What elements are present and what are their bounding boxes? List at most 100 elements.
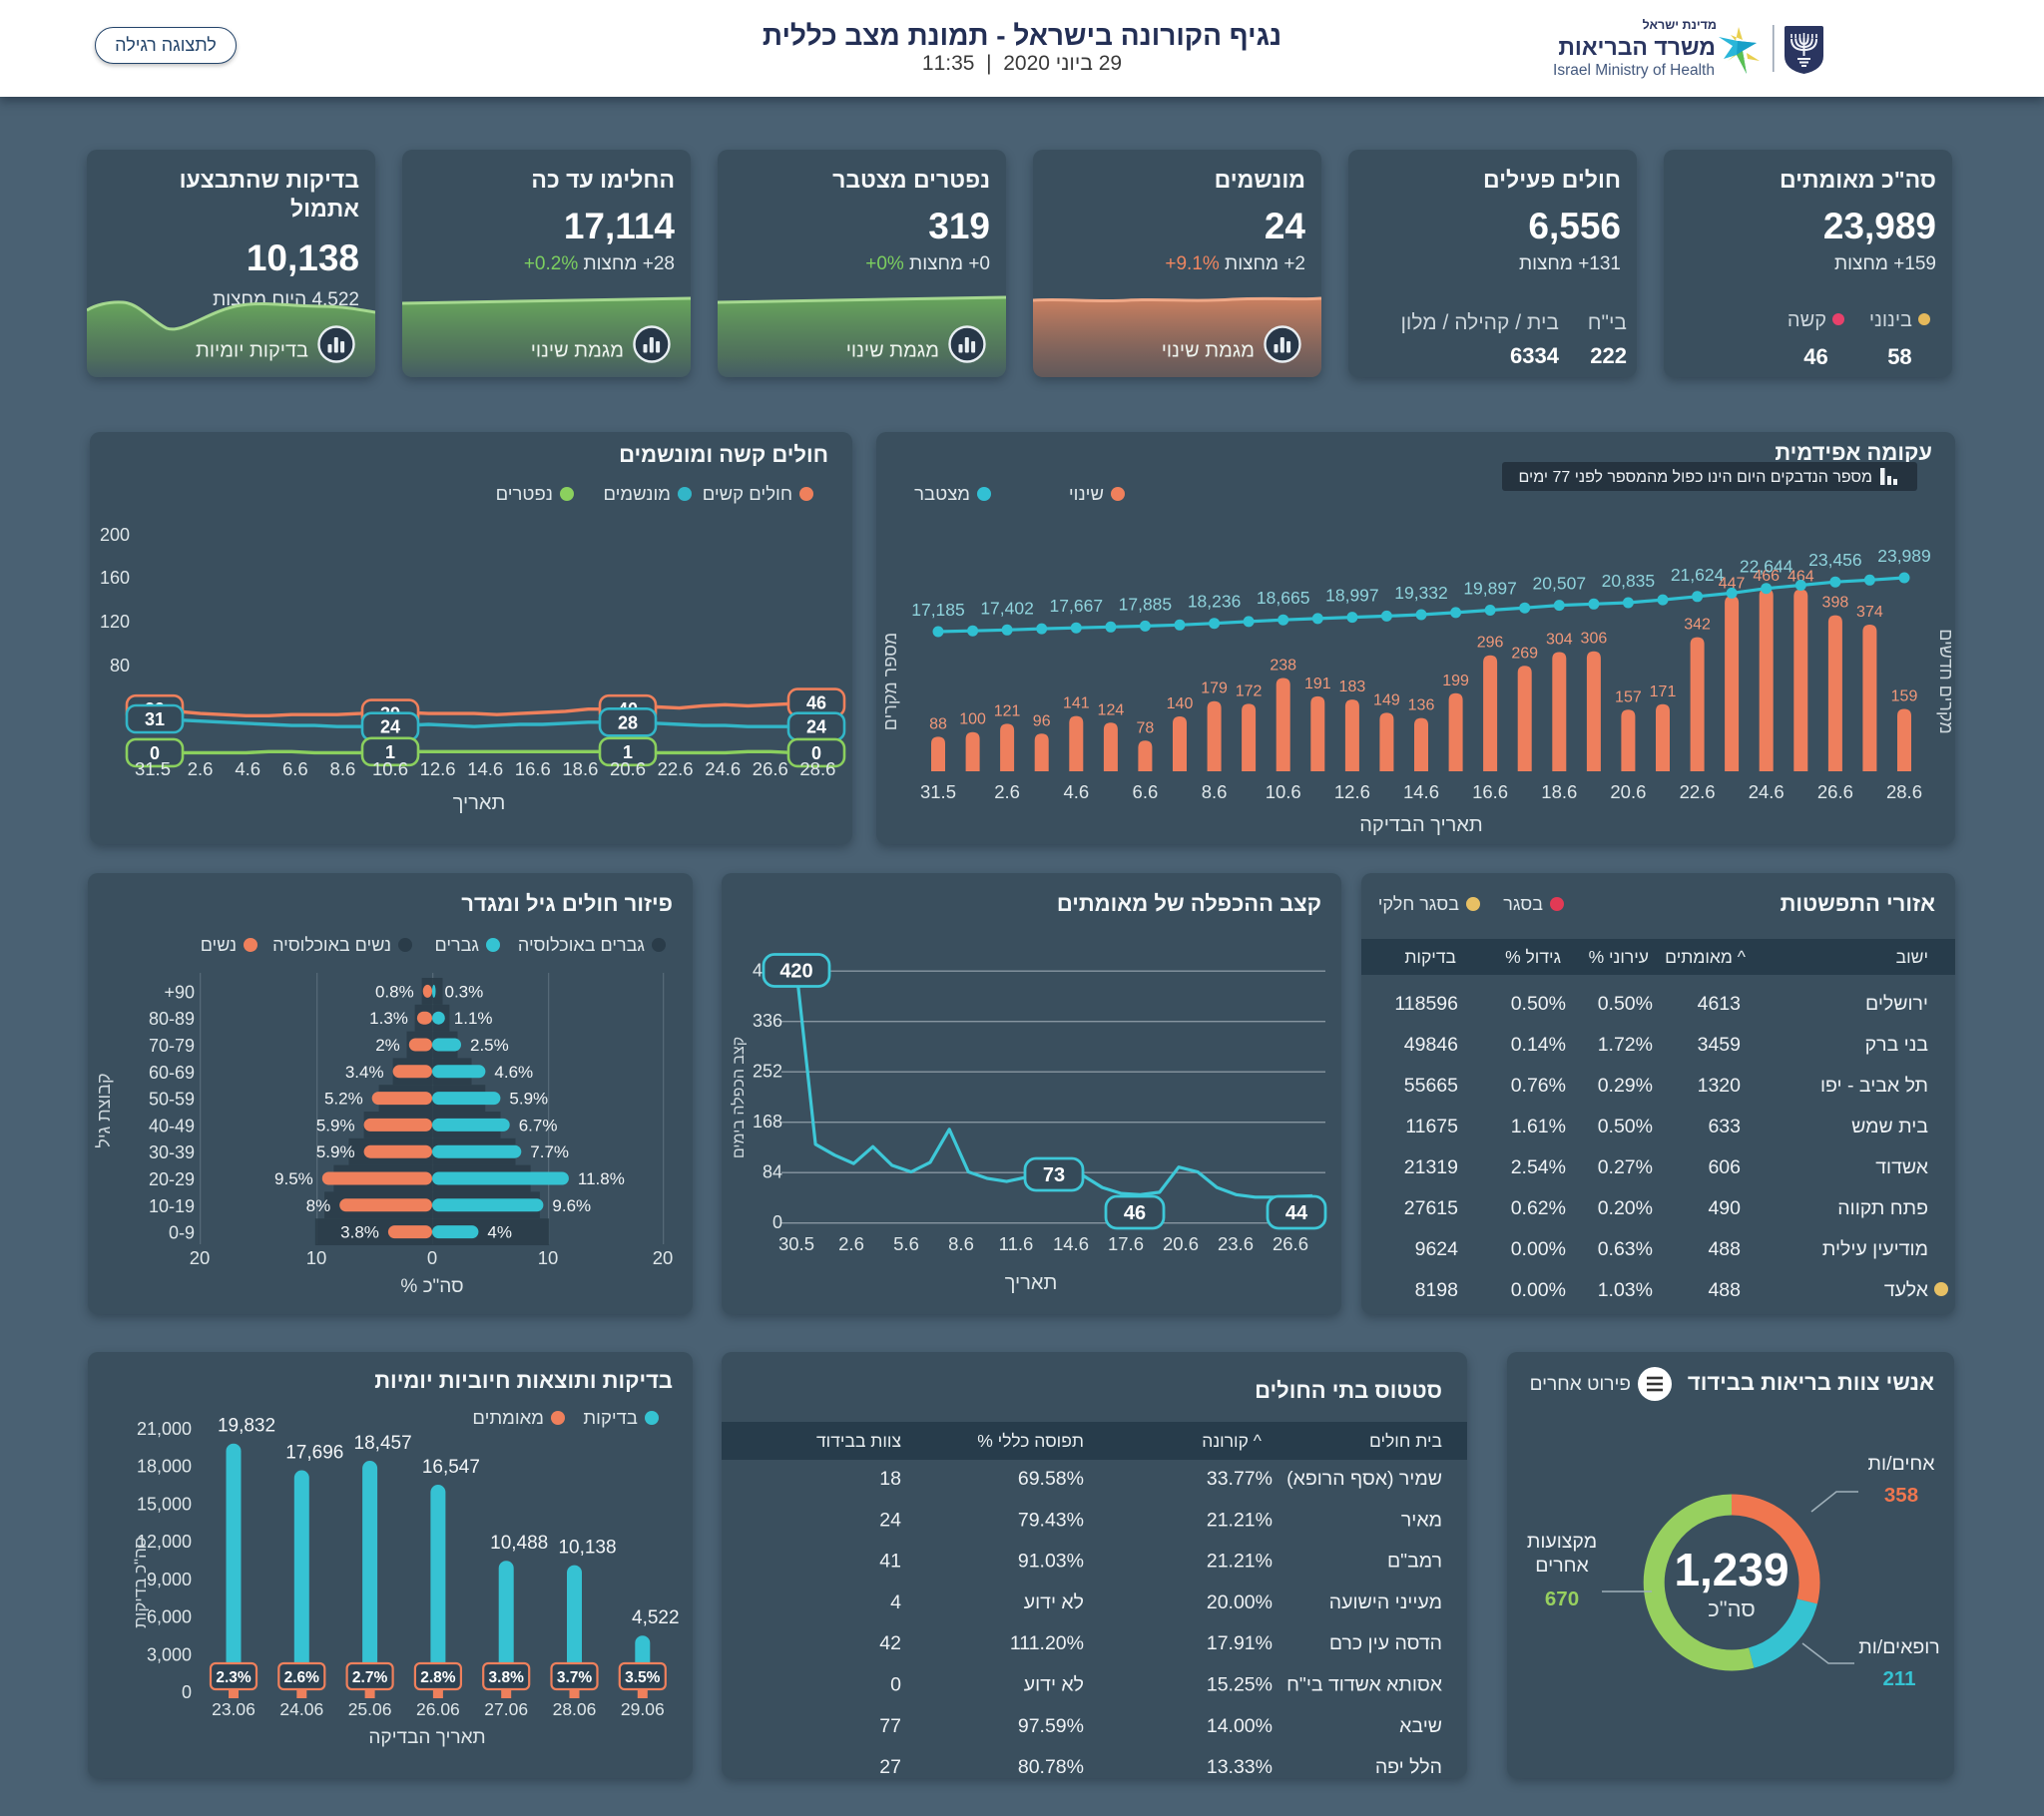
svg-text:88: 88 bbox=[929, 715, 947, 732]
svg-text:מדינת ישראל: מדינת ישראל bbox=[1643, 18, 1717, 32]
svg-text:168: 168 bbox=[753, 1112, 782, 1132]
svg-text:תאריך הבדיקה: תאריך הבדיקה bbox=[368, 1727, 485, 1748]
svg-text:5.9%: 5.9% bbox=[316, 1142, 355, 1161]
svg-text:קורונה ^: קורונה ^ bbox=[1202, 1431, 1263, 1451]
svg-text:תאריך הבדיקה: תאריך הבדיקה bbox=[1359, 814, 1483, 836]
svg-text:0: 0 bbox=[890, 1674, 901, 1696]
svg-text:358: 358 bbox=[1884, 1484, 1918, 1507]
svg-text:488: 488 bbox=[1708, 1279, 1741, 1301]
svg-text:בית שמש: בית שמש bbox=[1851, 1116, 1928, 1137]
svg-text:6.6: 6.6 bbox=[1133, 781, 1159, 802]
svg-text:24.06: 24.06 bbox=[279, 1699, 323, 1719]
svg-text:1320: 1320 bbox=[1698, 1075, 1742, 1097]
svg-text:1: 1 bbox=[623, 742, 633, 762]
svg-text:0.62%: 0.62% bbox=[1511, 1197, 1566, 1219]
svg-text:שיבא: שיבא bbox=[1399, 1715, 1442, 1737]
svg-text:9624: 9624 bbox=[1415, 1238, 1459, 1260]
svg-text:6.6: 6.6 bbox=[282, 758, 308, 779]
svg-text:שמיר (אסף הרופא): שמיר (אסף הרופא) bbox=[1286, 1468, 1442, 1490]
svg-text:149: 149 bbox=[1373, 691, 1400, 708]
svg-text:0: 0 bbox=[182, 1682, 192, 1702]
svg-text:16.6: 16.6 bbox=[1472, 781, 1508, 802]
svg-text:3.7%: 3.7% bbox=[557, 1669, 593, 1686]
svg-text:סה"כ בדיקות: סה"כ בדיקות bbox=[131, 1537, 150, 1628]
svg-text:70-79: 70-79 bbox=[149, 1036, 195, 1056]
svg-text:17,885: 17,885 bbox=[1119, 594, 1173, 614]
svg-text:8.6: 8.6 bbox=[948, 1233, 974, 1254]
svg-text:60-69: 60-69 bbox=[149, 1063, 195, 1083]
svg-text:31.5: 31.5 bbox=[135, 758, 171, 779]
svg-text:0.63%: 0.63% bbox=[1598, 1238, 1653, 1260]
svg-text:12.6: 12.6 bbox=[1334, 781, 1370, 802]
svg-text:1.72%: 1.72% bbox=[1598, 1034, 1653, 1056]
svg-text:12,000: 12,000 bbox=[137, 1532, 192, 1552]
svg-text:תאריך: תאריך bbox=[453, 792, 506, 814]
svg-text:4,522: 4,522 bbox=[632, 1607, 680, 1628]
svg-text:157: 157 bbox=[1615, 688, 1642, 705]
svg-text:בדיקות: בדיקות bbox=[583, 1407, 638, 1428]
svg-text:21.21%: 21.21% bbox=[1207, 1551, 1273, 1573]
svg-text:100: 100 bbox=[959, 711, 986, 728]
svg-text:2%: 2% bbox=[375, 1036, 400, 1055]
svg-text:4613: 4613 bbox=[1698, 993, 1741, 1015]
svg-text:27.06: 27.06 bbox=[484, 1699, 528, 1719]
svg-text:160: 160 bbox=[100, 568, 130, 588]
svg-text:19,897: 19,897 bbox=[1463, 579, 1517, 599]
svg-text:2.3%: 2.3% bbox=[216, 1669, 252, 1686]
svg-text:28.6: 28.6 bbox=[799, 758, 835, 779]
svg-text:3.5%: 3.5% bbox=[625, 1669, 661, 1686]
svg-text:41: 41 bbox=[879, 1551, 901, 1573]
svg-text:16.6: 16.6 bbox=[515, 758, 551, 779]
svg-text:בסגר חלקי: בסגר חלקי bbox=[1378, 894, 1460, 914]
svg-text:0: 0 bbox=[427, 1247, 437, 1268]
svg-text:תאריך: תאריך bbox=[1005, 1272, 1058, 1294]
svg-text:17,402: 17,402 bbox=[980, 598, 1034, 618]
svg-text:10.6: 10.6 bbox=[1266, 781, 1301, 802]
svg-text:0.00%: 0.00% bbox=[1511, 1279, 1566, 1301]
svg-text:28.6: 28.6 bbox=[1886, 781, 1922, 802]
svg-text:9.5%: 9.5% bbox=[274, 1169, 313, 1188]
svg-text:488: 488 bbox=[1708, 1238, 1741, 1260]
svg-text:141: 141 bbox=[1063, 695, 1090, 712]
svg-text:19,832: 19,832 bbox=[218, 1416, 275, 1437]
svg-text:27: 27 bbox=[879, 1756, 901, 1778]
svg-text:20,835: 20,835 bbox=[1602, 571, 1656, 591]
svg-text:24: 24 bbox=[806, 717, 826, 737]
svg-text:374: 374 bbox=[1856, 604, 1883, 621]
svg-text:80-89: 80-89 bbox=[149, 1009, 195, 1029]
svg-text:14.00%: 14.00% bbox=[1207, 1715, 1273, 1737]
svg-text:69.58%: 69.58% bbox=[1018, 1468, 1084, 1490]
svg-text:מספר הנדבקים היום הינו כפול מה: מספר הנדבקים היום הינו כפול מהמספר לפני … bbox=[1519, 468, 1872, 486]
svg-text:0: 0 bbox=[772, 1212, 782, 1232]
svg-text:26.6: 26.6 bbox=[1817, 781, 1853, 802]
svg-text:אזורי התפשטות: אזורי התפשטות bbox=[1781, 891, 1935, 916]
svg-text:10,138: 10,138 bbox=[558, 1538, 616, 1559]
svg-text:מונשמים: מונשמים bbox=[603, 483, 671, 504]
svg-text:אשדוד: אשדוד bbox=[1875, 1156, 1928, 1178]
svg-text:140: 140 bbox=[1167, 695, 1194, 712]
svg-text:2.6: 2.6 bbox=[838, 1233, 864, 1254]
svg-text:2.6: 2.6 bbox=[188, 758, 214, 779]
svg-text:מקצועות: מקצועות bbox=[1527, 1531, 1597, 1553]
svg-text:28: 28 bbox=[618, 712, 638, 732]
svg-text:מספר מקרים: מספר מקרים bbox=[880, 633, 900, 731]
svg-text:42: 42 bbox=[879, 1632, 901, 1654]
svg-text:Israel Ministry of Health: Israel Ministry of Health bbox=[1553, 62, 1715, 79]
svg-text:15,000: 15,000 bbox=[137, 1494, 192, 1514]
svg-text:670: 670 bbox=[1545, 1588, 1579, 1610]
svg-text:73: 73 bbox=[1043, 1164, 1065, 1186]
svg-text:40-49: 40-49 bbox=[149, 1116, 195, 1135]
svg-text:121: 121 bbox=[994, 702, 1021, 719]
svg-text:31: 31 bbox=[145, 709, 165, 729]
svg-text:3.4%: 3.4% bbox=[345, 1063, 384, 1082]
svg-text:464: 464 bbox=[1788, 569, 1814, 586]
svg-text:306: 306 bbox=[1581, 631, 1608, 648]
svg-text:111.20%: 111.20% bbox=[1010, 1632, 1084, 1654]
svg-text:1.03%: 1.03% bbox=[1598, 1279, 1653, 1301]
svg-text:23,989: 23,989 bbox=[1877, 546, 1931, 566]
svg-text:שינוי: שינוי bbox=[1069, 483, 1104, 504]
svg-text:0.50%: 0.50% bbox=[1598, 993, 1653, 1015]
svg-text:6.7%: 6.7% bbox=[519, 1116, 558, 1135]
svg-text:מצטבר: מצטבר bbox=[914, 483, 970, 504]
svg-text:חולים קשה ומונשמים: חולים קשה ומונשמים bbox=[619, 442, 828, 467]
